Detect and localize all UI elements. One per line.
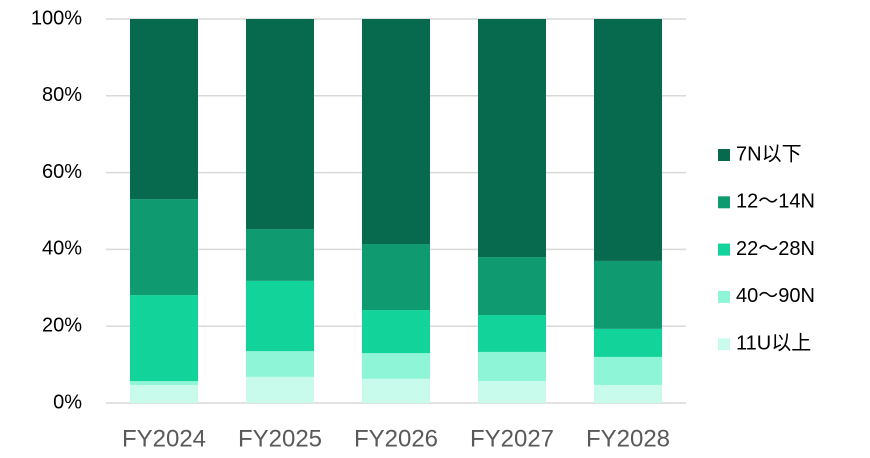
bar-segment [594,260,662,329]
x-tick-label: FY2026 [354,425,438,452]
y-tick-label: 40% [42,238,82,260]
bar-segment [130,199,198,296]
bar-segment [130,295,198,382]
bar-segment [130,384,198,403]
bar-segment [478,381,546,403]
x-tick-label: FY2028 [586,425,670,452]
bar-segment [362,353,430,379]
bar-segment [594,328,662,357]
legend-swatch [718,243,730,256]
bar-segment [246,351,314,377]
bar-segment [246,229,314,281]
legend-swatch [718,338,730,351]
bar-segment [478,19,546,258]
legend-label: 7N以下 [736,143,802,165]
bar-segment [246,280,314,352]
bar-segment [478,315,546,352]
legend-swatch [718,290,730,303]
bar-segment [594,384,662,403]
y-tick-label: 100% [31,7,82,29]
bar-segment [594,356,662,385]
bar-segment [362,378,430,403]
bar-segment [130,19,198,200]
x-tick-label: FY2027 [470,425,554,452]
bar-segment [478,257,546,316]
legend-label: 12～14N [736,191,815,213]
x-tick-label: FY2025 [238,425,322,452]
y-tick-label: 20% [42,314,82,336]
bar-segment [362,310,430,354]
bar-segment [246,19,314,230]
legend-swatch [718,149,730,161]
y-tick-label: 0% [53,391,82,413]
y-tick-label: 60% [42,161,82,183]
bar-segment [246,376,314,403]
legend-label: 40～90N [736,285,815,307]
bar-segment [130,381,198,385]
legend-label: 22～28N [736,238,815,260]
legend-swatch [718,196,730,209]
y-tick-label: 80% [42,84,82,106]
x-tick-label: FY2024 [122,425,206,452]
bar-segment [594,19,662,261]
bar-segment [362,19,430,245]
bar-segment [362,244,430,311]
bar-segment [478,351,546,382]
legend-label: 11U以上 [736,331,811,354]
